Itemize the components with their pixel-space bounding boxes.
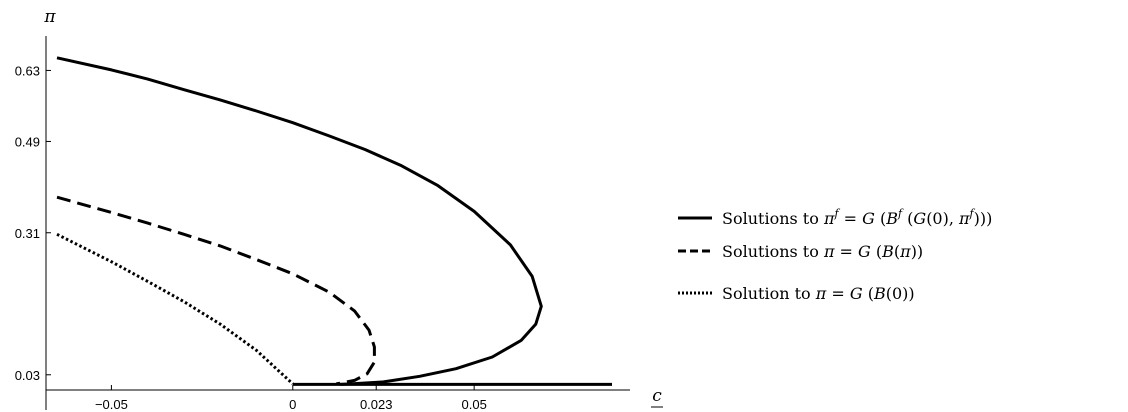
y-tick-label: 0.49	[15, 134, 40, 149]
y-tick-label: 0.31	[15, 226, 40, 241]
y-axis-label: π	[43, 7, 56, 27]
y-ticks: 0.03 0.31 0.49 0.63	[15, 63, 51, 383]
legend-label-solid: Solutions to πf = G (Bf (G(0), πf)))	[722, 207, 992, 228]
legend-entry-dashed: Solutions to π = G (B(π))	[678, 242, 923, 261]
x-tick-label: 0.05	[462, 397, 487, 412]
x-tick-label: 0	[289, 397, 296, 412]
y-axis-label-text: π	[43, 7, 56, 27]
y-tick-label: 0.63	[15, 63, 40, 78]
plot-lines	[56, 56, 612, 386]
legend-label-dashed: Solutions to π = G (B(π))	[722, 242, 923, 261]
legend-entry-solid: Solutions to πf = G (Bf (G(0), πf)))	[678, 207, 992, 228]
series-line-dashed-1	[56, 195, 376, 386]
axes: −0.05 0 0.023 0.05 0.03 0.31 0.49 0.63 π c	[15, 7, 663, 412]
legend: Solutions to πf = G (Bf (G(0), πf))) Sol…	[678, 207, 992, 303]
legend-entry-dotted: Solution to π = G (B(0))	[678, 284, 915, 303]
legend-label-dotted: Solution to π = G (B(0))	[722, 284, 915, 303]
x-tick-label: −0.05	[95, 397, 128, 412]
y-tick-label: 0.03	[15, 368, 40, 383]
x-axis-label: c	[651, 386, 663, 408]
x-ticks: −0.05 0 0.023 0.05	[95, 385, 487, 412]
x-axis-label-text: c	[652, 386, 662, 406]
x-tick-label: 0.023	[360, 397, 393, 412]
series-line-solid-0	[56, 56, 543, 386]
series-line-dotted-2	[56, 232, 294, 386]
